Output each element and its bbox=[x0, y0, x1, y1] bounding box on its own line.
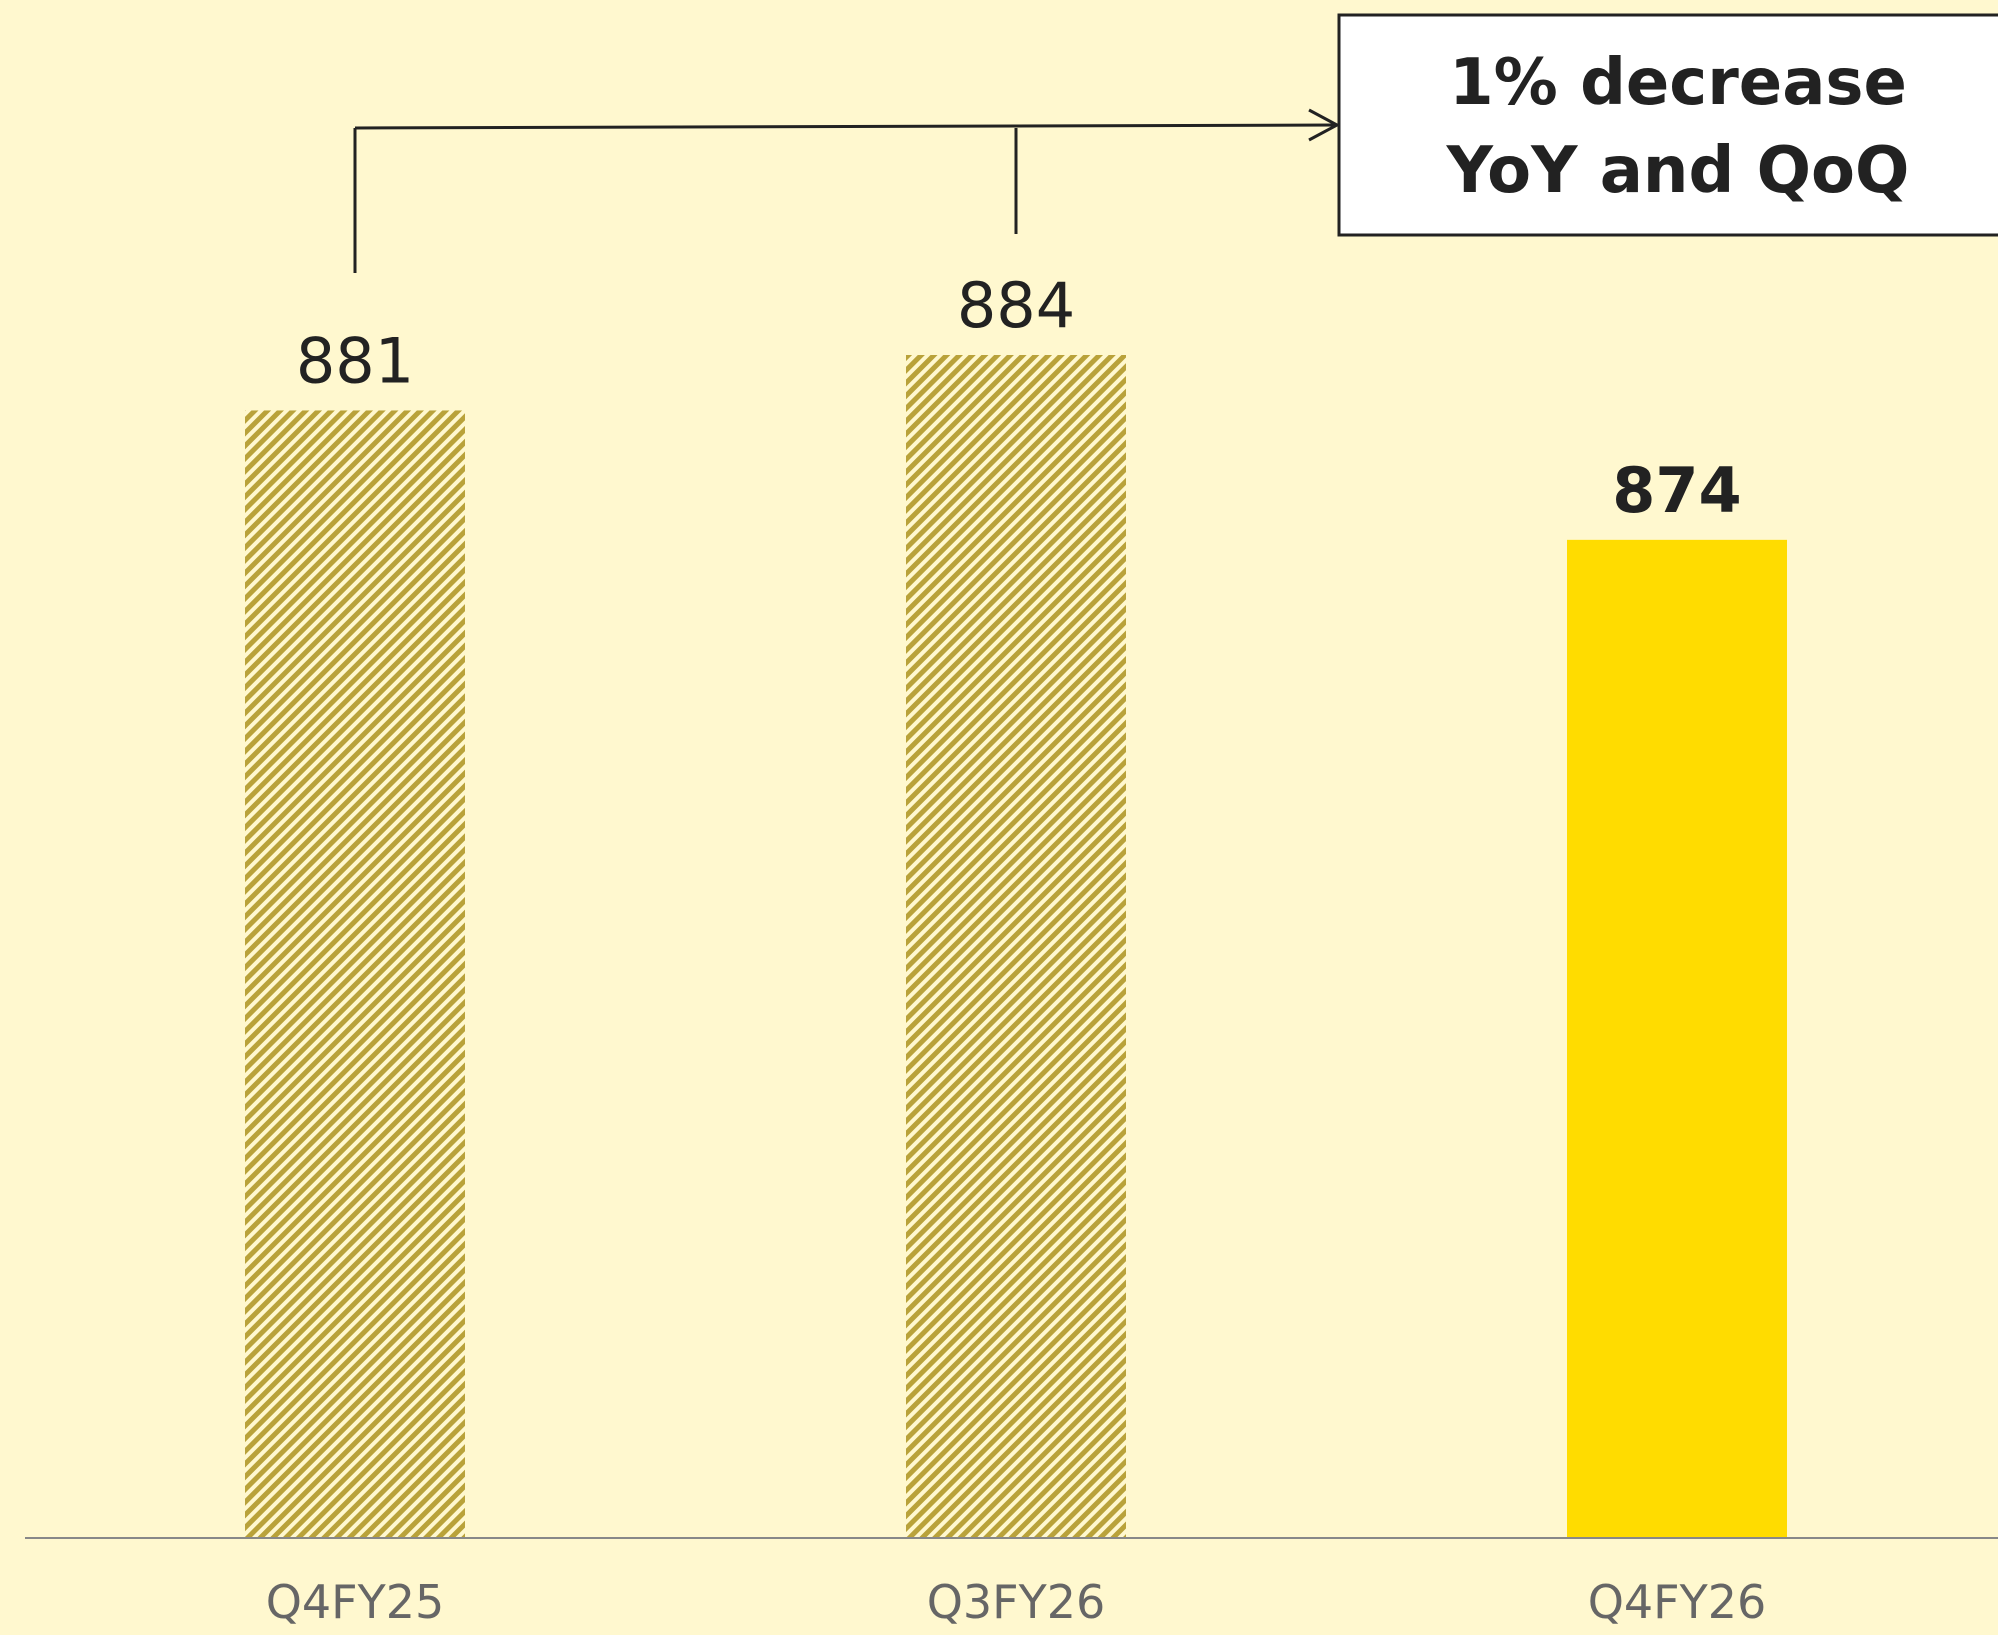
callout-border bbox=[1337, 13, 1998, 237]
connector-horizontal bbox=[354, 123, 1338, 130]
value-label-q4fy26: 874 bbox=[1612, 454, 1741, 527]
x-tick-label-q4fy26: Q4FY26 bbox=[1588, 1575, 1767, 1629]
bars-layer bbox=[245, 355, 1787, 1538]
x-axis-ticks-layer: Q4FY25 Q3FY26 Q4FY26 bbox=[266, 1575, 1767, 1629]
callout-text-line-1: 1% decrease bbox=[1449, 46, 1907, 120]
bar-q4fy25 bbox=[245, 410, 465, 1538]
value-labels-layer: 881 884 874 bbox=[296, 269, 1742, 527]
bar-q4fy26 bbox=[1567, 539, 1787, 1538]
bar-q3fy26 bbox=[906, 355, 1126, 1538]
x-tick-label-q3fy26: Q3FY26 bbox=[927, 1575, 1106, 1629]
comparison-connector bbox=[353, 108, 1341, 273]
callout-box: 1% decrease YoY and QoQ bbox=[1337, 13, 1998, 237]
value-label-q4fy25: 881 bbox=[296, 324, 414, 397]
x-tick-label-q4fy25: Q4FY25 bbox=[266, 1575, 445, 1629]
value-label-q3fy26: 884 bbox=[957, 269, 1075, 342]
connector-arrowhead bbox=[1308, 108, 1341, 142]
callout-text-line-2: YoY and QoQ bbox=[1446, 134, 1910, 208]
